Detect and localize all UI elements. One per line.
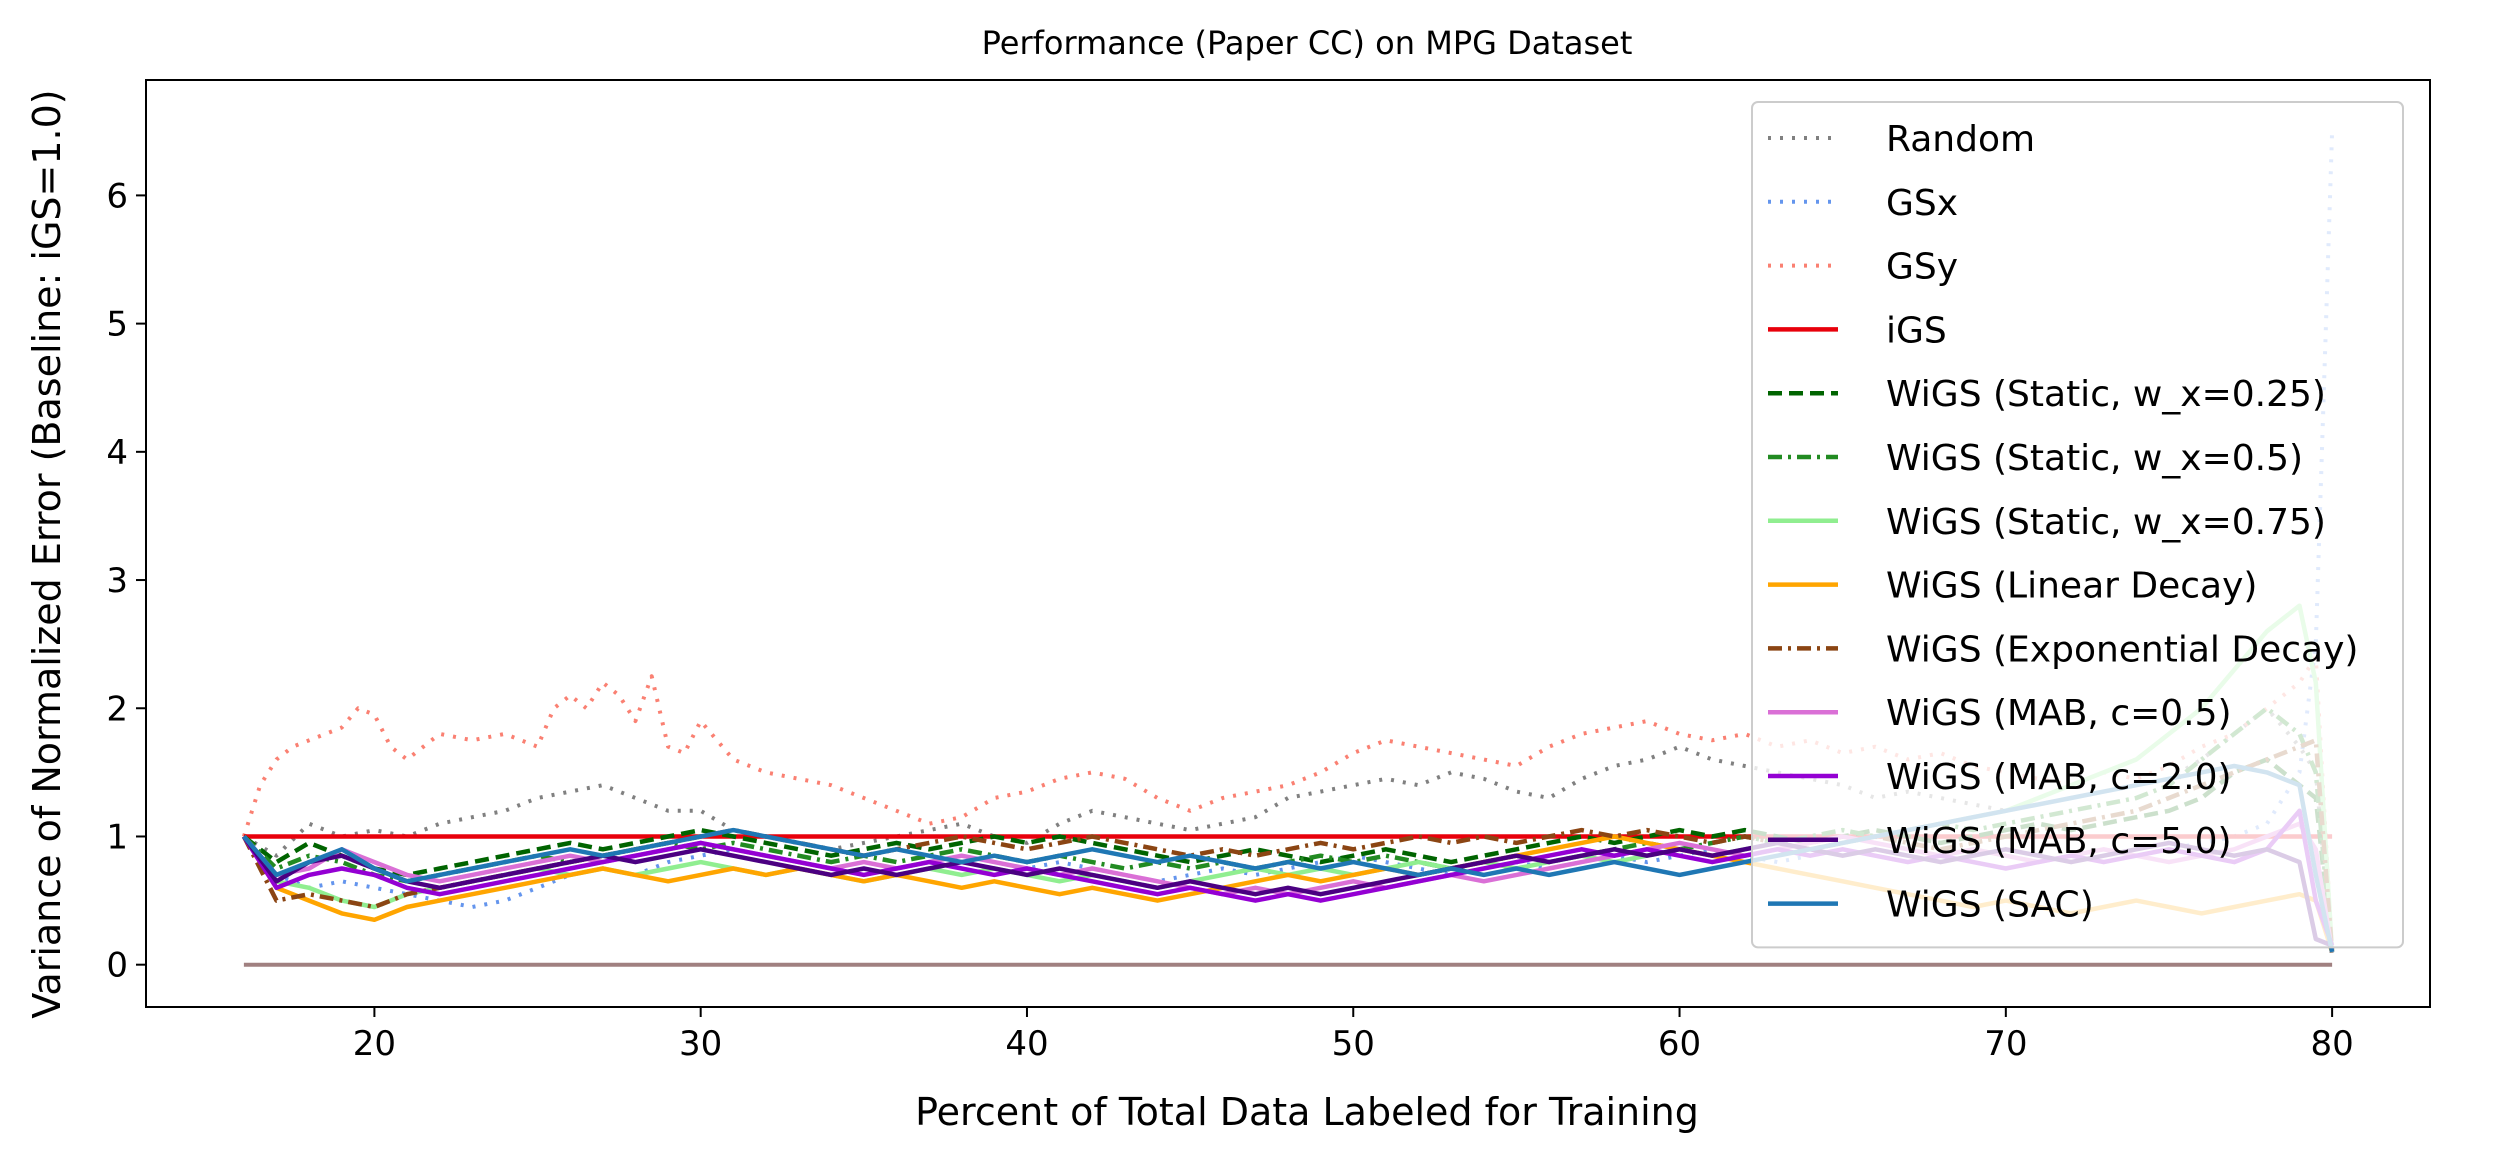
- x-tick-label: 50: [1332, 1024, 1375, 1064]
- legend-label: WiGS (Static, w_x=0.25): [1886, 374, 2326, 415]
- chart-title: Performance (Paper CC) on MPG Dataset: [982, 24, 1633, 62]
- x-tick-label: 30: [679, 1024, 722, 1064]
- series-line-2: [241, 655, 2335, 953]
- legend-label: GSy: [1886, 247, 1958, 288]
- legend-label: WiGS (MAB, c=0.5): [1886, 693, 2232, 734]
- legend-label: iGS: [1886, 310, 1947, 351]
- legend-label: GSx: [1886, 183, 1958, 224]
- x-tick-label: 70: [1984, 1024, 2027, 1064]
- legend-label: WiGS (Linear Decay): [1886, 566, 2257, 607]
- axes: 20 30 40 50 60 70 80 0 1 2 3 4 5 6: [106, 79, 2431, 1064]
- y-tick-label: 5: [106, 305, 128, 345]
- y-tick-label: 3: [106, 561, 128, 601]
- legend: Random GSx GSy iGS WiGS (Static, w_x=0.25) Wi…: [1751, 101, 2404, 949]
- plot-frame: [145, 79, 2431, 1008]
- y-tick-label: 0: [106, 946, 128, 986]
- x-tick-label: 60: [1658, 1024, 1701, 1064]
- y-tick-label: 1: [106, 817, 128, 857]
- x-tick-label: 40: [1005, 1024, 1048, 1064]
- legend-label: Random: [1886, 119, 2035, 160]
- x-tick-label: 80: [2310, 1024, 2353, 1064]
- y-tick-label: 2: [106, 689, 128, 729]
- legend-box: [1751, 101, 2404, 949]
- y-axis-label: Variance of Normalized Error (Baseline: …: [25, 89, 69, 1018]
- legend-label: WiGS (SAC): [1886, 885, 2094, 926]
- legend-label: WiGS (Static, w_x=0.5): [1886, 438, 2303, 479]
- y-tick-label: 4: [106, 433, 128, 473]
- legend-label: WiGS (MAB, c=5.0): [1886, 821, 2232, 862]
- x-axis-label: Percent of Total Data Labeled for Traini…: [915, 1090, 1699, 1134]
- legend-label: WiGS (Static, w_x=0.75): [1886, 502, 2326, 543]
- legend-label: WiGS (MAB, c=2.0): [1886, 757, 2232, 798]
- y-tick-label: 6: [106, 176, 128, 216]
- x-tick-label: 20: [353, 1024, 396, 1064]
- legend-label: WiGS (Exponential Decay): [1886, 629, 2358, 670]
